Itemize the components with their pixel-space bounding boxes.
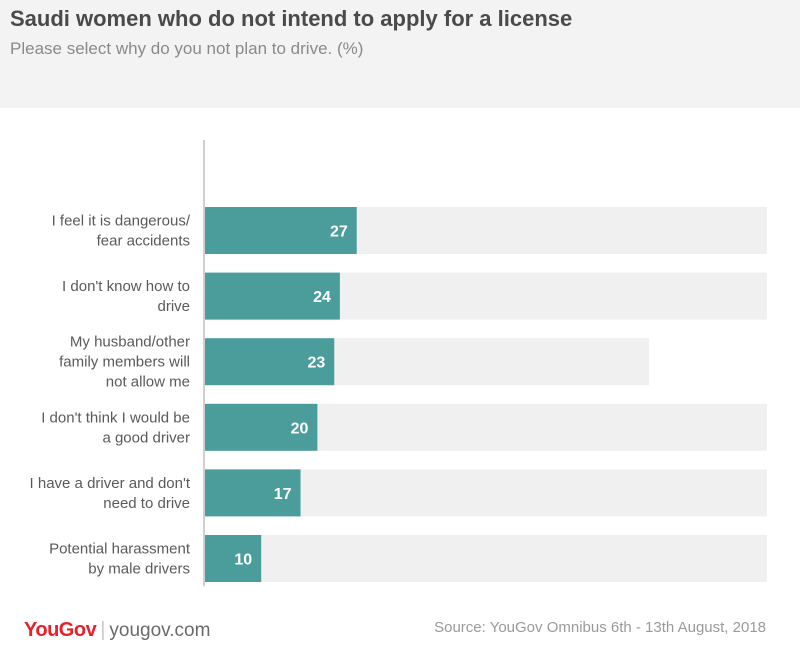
bar	[205, 272, 340, 320]
yougov-logo: YouGov	[24, 619, 97, 641]
data-label: 17	[274, 486, 292, 503]
chart-title: Saudi women who do not intend to apply f…	[10, 6, 573, 31]
category-label: Potential harassment by male drivers	[49, 541, 191, 578]
bar	[205, 469, 301, 517]
yougov-url-link[interactable]: yougov.com	[109, 620, 211, 641]
bar	[205, 338, 335, 386]
category-label: I have a driver and don't need to drive	[30, 475, 191, 512]
bar	[205, 207, 357, 254]
data-label: 20	[291, 420, 309, 437]
category-label: I feel it is dangerous/fear accidents	[52, 213, 191, 250]
data-label: 24	[313, 289, 331, 306]
bar	[205, 535, 262, 582]
data-label: 27	[330, 224, 348, 241]
data-label: 23	[307, 355, 325, 372]
brand-separator: |	[100, 619, 106, 641]
chart-subtitle: Please select why do you not plan to dri…	[10, 39, 364, 58]
category-label: I don't think I would be a good driver	[41, 409, 190, 446]
source-note: Source: YouGov Omnibus 6th - 13th August…	[434, 619, 766, 636]
bar	[205, 403, 318, 451]
bar-track	[205, 535, 767, 582]
category-label: My husband/other family members will not a…	[59, 334, 190, 391]
data-label: 10	[234, 552, 252, 569]
footer-brand: YouGov | yougov.com	[24, 619, 210, 642]
header-panel: Saudi women who do not intend to apply f…	[0, 0, 800, 108]
category-label: I don't know how to drive	[62, 278, 190, 315]
